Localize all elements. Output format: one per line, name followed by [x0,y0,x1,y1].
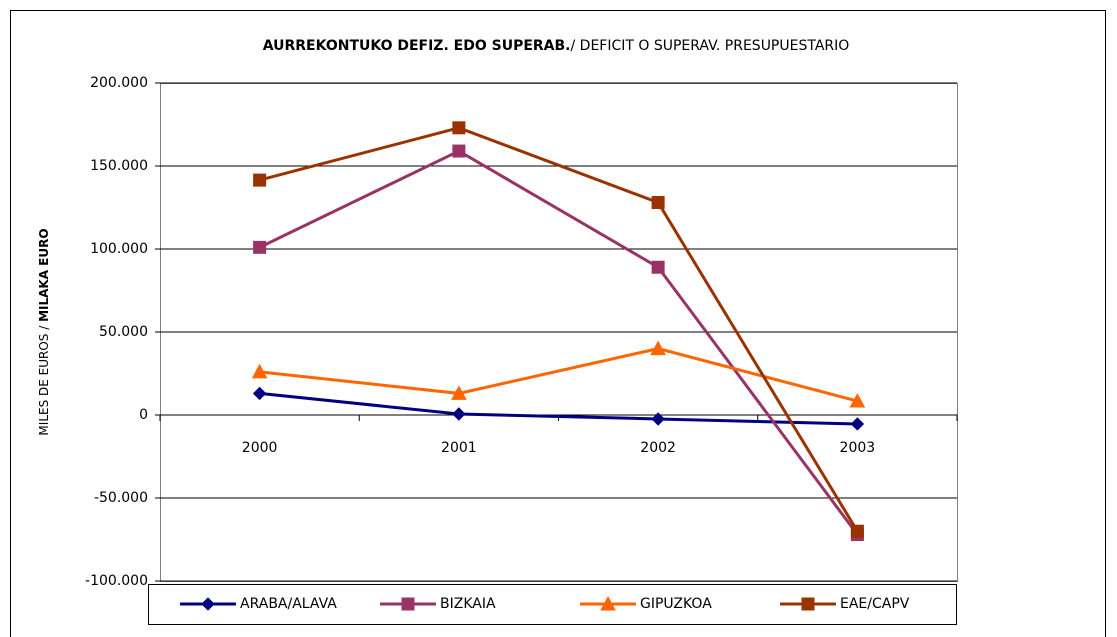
marker [849,393,866,408]
marker [452,407,466,421]
chart-title: AURREKONTUKO DEFIZ. EDO SUPERAB./ DEFICI… [263,38,850,54]
y-tick-label: 200.000 [90,75,148,91]
title-regular: / DEFICIT O SUPERAV. PRESUPUESTARIO [571,38,850,54]
marker [850,417,865,431]
y-tick-label: 50.000 [99,324,148,340]
marker [252,386,267,401]
legend-marker [801,597,815,611]
series-line [259,126,859,532]
marker [452,121,466,135]
marker [850,524,864,538]
x-tick-label: 2002 [640,440,676,456]
marker [651,260,665,274]
y-tick-label: 100.000 [90,241,148,257]
title-bold: AURREKONTUKO DEFIZ. EDO SUPERAB. [263,38,571,54]
legend-marker [401,597,415,611]
legend-label: ARABA/ALAVA [240,596,337,612]
y-tick-label: -50.000 [94,490,148,506]
y-axis-label: MILES DE EUROS / MILAKA EURO [37,228,51,435]
ylabel-bold: MILAKA EURO [37,228,51,322]
series-line [259,391,858,426]
legend-label: GIPUZKOA [640,596,712,612]
y-tick-label: 150.000 [90,158,148,174]
x-tick-label: 2000 [242,440,278,456]
marker [651,412,665,426]
y-tick-label: -100.000 [85,573,148,589]
legend-marker [201,597,215,611]
marker [253,240,267,254]
x-tick-label: 2003 [840,440,876,456]
marker [451,385,467,400]
series-line [258,149,859,536]
ylabel-regular: MILES DE EUROS / [37,322,51,436]
series-line [259,347,858,403]
marker [651,196,665,210]
y-tick-label: 0 [139,407,148,423]
marker [452,144,466,158]
legend-label: EAE/CAPV [840,596,910,612]
legend-marker [600,595,616,611]
marker [650,340,666,356]
legend-label: BIZKAIA [440,596,496,612]
marker [253,173,267,187]
x-tick-label: 2001 [441,440,477,456]
marker [251,363,268,379]
